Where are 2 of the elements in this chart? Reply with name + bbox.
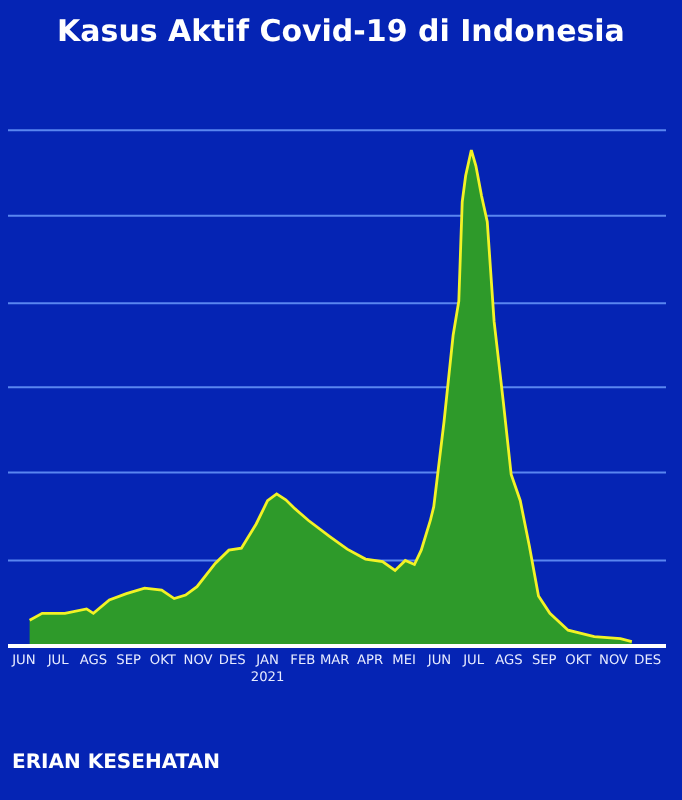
chart-title: Kasus Aktif Covid-19 di Indonesia	[57, 13, 625, 49]
text: ERIAN KESEHATAN	[12, 752, 220, 774]
